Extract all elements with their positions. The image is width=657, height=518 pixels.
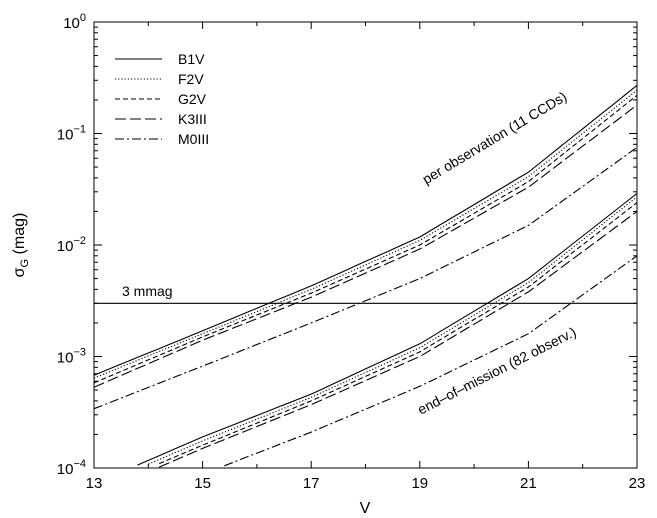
y-tick-base: 10 [57,461,74,478]
y-tick-base: 10 [63,15,80,32]
series-line-per-observation-k3iii [93,104,638,388]
series-line-end-of-mission-b1v [137,192,638,466]
series-line-per-observation-g2v [93,94,638,384]
legend: B1V F2V G2V K3III M0III [115,51,209,147]
series-line-end-of-mission-k3iii [158,210,638,468]
y-axis-label-unit: (mag) [11,213,28,259]
y-tick-label: 100 [63,12,86,32]
y-tick-exponent: −4 [73,458,86,470]
y-tick-exponent: −1 [73,124,86,136]
y-tick-base: 10 [57,238,74,255]
x-tick-label: 23 [629,475,646,492]
annotation-3-mmag: 3 mmag [122,283,173,299]
legend-label-b1v: B1V [178,51,205,67]
y-axis-label-symbol: σ [11,267,28,277]
plot-lines [93,84,638,468]
y-tick-label: 10−2 [57,235,86,255]
y-axis-label: σG (mag) [11,213,31,278]
series-line-end-of-mission-m0iii [224,255,638,467]
y-tick-base: 10 [57,350,74,367]
y-tick-label: 10−1 [57,124,86,144]
y-tick-exponent: −2 [73,235,86,247]
series-line-end-of-mission-g2v [158,202,638,465]
legend-label-f2v: F2V [178,71,204,87]
x-tick-label: 13 [86,475,103,492]
legend-label-m0iii: M0III [178,131,209,147]
y-tick-label: 10−4 [57,458,86,478]
x-tick-label: 15 [194,475,211,492]
x-axis: 13 15 17 19 21 23 [86,22,646,492]
y-axis-label-subscript: G [19,259,31,268]
series-line-per-observation-m0iii [93,146,638,410]
y-tick-label: 10−3 [57,347,86,367]
legend-label-k3iii: K3III [178,111,207,127]
legend-label-g2v: G2V [178,91,207,107]
series-line-end-of-mission-f2v [148,196,638,465]
x-tick-label: 17 [303,475,320,492]
y-tick-exponent: −3 [73,347,86,359]
x-tick-label: 19 [411,475,428,492]
series-line-per-observation-f2v [93,89,638,379]
series-line-per-observation-b1v [93,84,638,376]
x-tick-label: 21 [520,475,537,492]
y-tick-exponent: 0 [80,12,86,24]
x-axis-label: V [360,500,371,517]
y-tick-base: 10 [57,127,74,144]
